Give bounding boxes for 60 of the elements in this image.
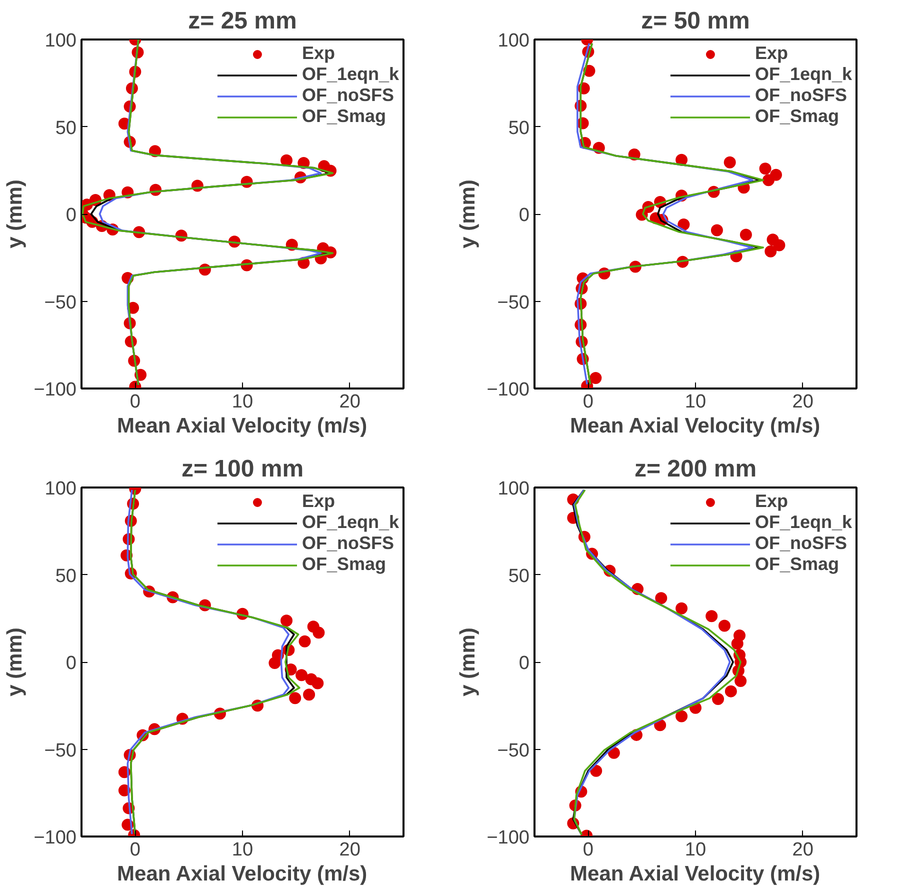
x-axis-title: Mean Axial Velocity (m/s)	[570, 862, 820, 886]
y-tick-label: 0	[518, 205, 530, 226]
y-tick-label: 0	[66, 205, 77, 226]
y-tick-label: −50	[44, 292, 77, 314]
legend-label: OF_Smag	[302, 554, 386, 575]
chart-title: z= 50 mm	[641, 8, 750, 34]
y-axis-title: y (mm)	[456, 628, 480, 696]
x-tick-label: 0	[130, 840, 140, 860]
legend-label: OF_noSFS	[754, 85, 847, 106]
y-tick-label: 100	[498, 478, 530, 500]
y-tick-label: −50	[497, 292, 530, 314]
chart-title: z= 200 mm	[634, 456, 757, 482]
chart-title: z= 25 mm	[188, 8, 297, 34]
x-tick-label: 20	[792, 392, 814, 412]
x-axis-title: Mean Axial Velocity (m/s)	[117, 862, 368, 886]
y-tick-label: 100	[44, 478, 76, 500]
y-tick-label: −100	[34, 380, 76, 400]
legend-label: OF_noSFS	[754, 533, 847, 554]
x-tick-label: 20	[339, 840, 360, 860]
legend-label: Exp	[754, 43, 788, 64]
y-tick-label: 0	[66, 653, 77, 674]
legend-label: OF_Smag	[754, 554, 839, 575]
x-tick-label: 0	[582, 840, 594, 860]
legend-label: OF_1eqn_k	[302, 512, 399, 533]
x-axis-title: Mean Axial Velocity (m/s)	[117, 414, 368, 438]
legend-label: OF_noSFS	[302, 533, 394, 554]
legend-label: OF_Smag	[302, 106, 386, 127]
y-tick-label: 50	[55, 118, 77, 139]
chart-title: z= 100 mm	[181, 456, 304, 482]
y-tick-label: −50	[44, 740, 77, 762]
legend-label: OF_1eqn_k	[754, 64, 852, 85]
y-axis-title: y (mm)	[4, 180, 27, 248]
x-tick-label: 0	[582, 392, 594, 412]
legend-label: OF_1eqn_k	[754, 512, 852, 533]
y-tick-label: −100	[486, 380, 530, 400]
legend-label: Exp	[754, 491, 788, 512]
x-axis-title: Mean Axial Velocity (m/s)	[570, 414, 820, 438]
x-tick-label: 10	[684, 392, 706, 412]
x-tick-label: 20	[792, 840, 814, 860]
y-axis-title: y (mm)	[456, 180, 480, 248]
x-tick-label: 20	[339, 392, 360, 412]
y-tick-label: −50	[497, 740, 530, 762]
legend-label: Exp	[302, 43, 335, 64]
legend-label: OF_Smag	[754, 106, 839, 127]
x-tick-label: 10	[684, 840, 706, 860]
y-tick-label: 50	[55, 566, 77, 587]
y-tick-label: −100	[34, 828, 76, 848]
y-tick-label: 100	[44, 30, 76, 52]
y-tick-label: −100	[486, 828, 530, 848]
legend-label: OF_noSFS	[302, 85, 394, 106]
y-tick-label: 0	[518, 653, 530, 674]
y-tick-label: 50	[508, 566, 530, 587]
y-tick-label: 50	[508, 118, 530, 139]
y-axis-title: y (mm)	[4, 628, 27, 696]
legend-label: Exp	[302, 491, 335, 512]
legend-label: OF_1eqn_k	[302, 64, 399, 85]
x-tick-label: 10	[232, 840, 254, 860]
y-tick-label: 100	[498, 30, 530, 52]
x-tick-label: 0	[130, 392, 140, 412]
x-tick-label: 10	[232, 392, 254, 412]
